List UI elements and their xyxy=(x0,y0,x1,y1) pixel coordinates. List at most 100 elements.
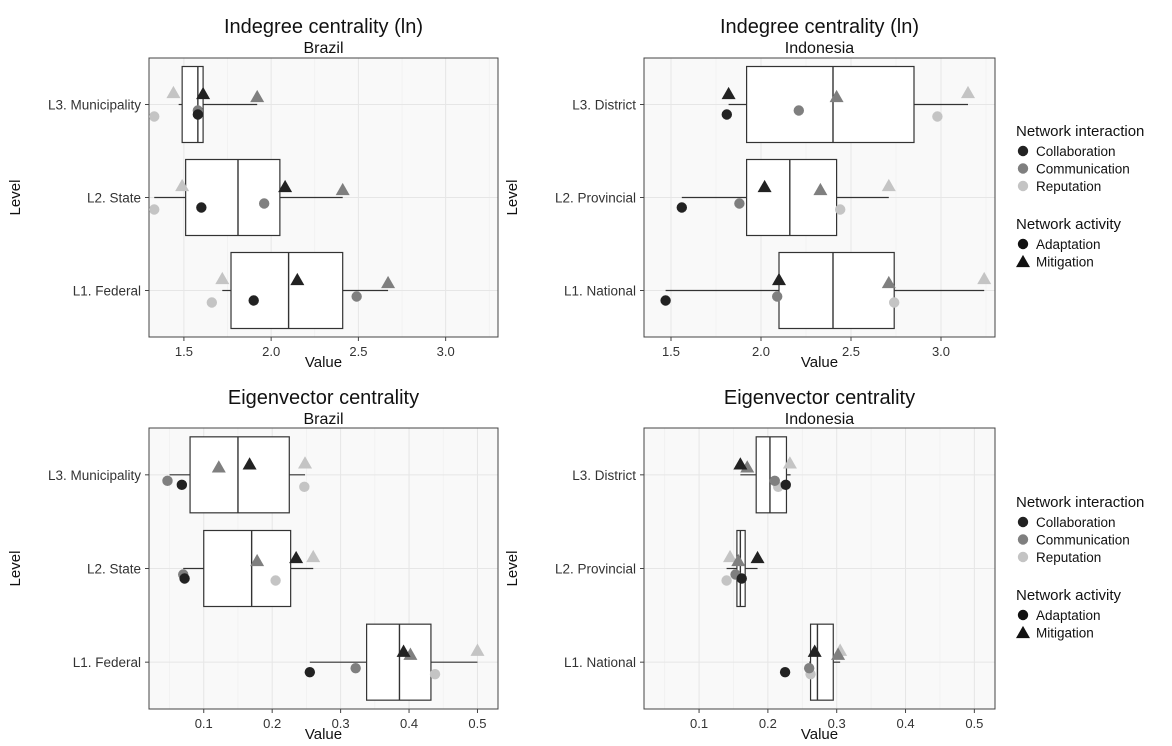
chart-title: Indegree centrality (ln) xyxy=(720,16,919,38)
legend-label-mitigation: Mitigation xyxy=(1036,626,1094,641)
data-point-adaptation xyxy=(429,668,441,680)
data-point-mitigation xyxy=(772,272,786,286)
chart-subtitle: Indonesia xyxy=(785,411,854,428)
x-tick-label: 2.0 xyxy=(752,344,770,359)
data-point-mitigation xyxy=(961,85,975,99)
data-point-adaptation xyxy=(780,479,791,491)
data-point-adaptation xyxy=(176,479,188,491)
y-tick-label: L1. Federal xyxy=(73,284,141,299)
x-tick-label: 0.5 xyxy=(965,716,983,731)
legend-key-adaptation xyxy=(1017,609,1029,621)
x-axis-title: Value xyxy=(801,726,838,743)
data-point-mitigation xyxy=(731,553,746,567)
y-tick-label: L2. State xyxy=(87,562,141,577)
box-3 xyxy=(809,623,841,701)
y-axis-title: Level xyxy=(504,180,521,216)
box-2 xyxy=(726,529,758,608)
data-point-adaptation xyxy=(721,575,732,586)
data-point-mitigation xyxy=(381,275,396,289)
legend-title-activity: Network activity xyxy=(1016,216,1122,233)
legend-key-mitigation xyxy=(1016,625,1030,639)
y-tick-label: L3. District xyxy=(572,98,636,113)
box-iqr xyxy=(189,436,290,514)
legend-title-interaction: Network interaction xyxy=(1016,494,1144,511)
legend-label-collaboration: Collaboration xyxy=(1036,144,1116,159)
legend-label-adaptation: Adaptation xyxy=(1036,237,1101,252)
x-axis-title: Value xyxy=(305,726,342,743)
box-3 xyxy=(665,251,985,330)
data-point-adaptation xyxy=(835,204,846,215)
box-1 xyxy=(169,436,306,514)
box-iqr xyxy=(181,65,204,144)
chart-panel-4: 0.1 0.2 0.3 0.4 0.5 L3. District L2. Provincia… xyxy=(504,387,996,743)
data-point-adaptation xyxy=(676,202,687,213)
legend-label-mitigation: Mitigation xyxy=(1036,255,1094,270)
data-point-mitigation xyxy=(723,549,738,563)
box-iqr xyxy=(755,436,788,514)
box-2 xyxy=(681,158,889,237)
data-point-mitigation xyxy=(733,457,748,470)
legend-key-mitigation xyxy=(1016,254,1030,268)
data-point-adaptation xyxy=(736,573,747,584)
x-tick-label: 1.5 xyxy=(662,344,680,359)
x-axis-title: Value xyxy=(801,354,838,371)
y-tick-label: L3. Municipality xyxy=(48,98,141,113)
data-point-adaptation xyxy=(803,662,815,674)
legend-label-collaboration: Collaboration xyxy=(1036,515,1116,530)
y-tick-label: L2. Provincial xyxy=(555,562,636,577)
data-point-adaptation xyxy=(206,297,218,308)
data-point-adaptation xyxy=(179,573,190,584)
x-tick-label: 0.3 xyxy=(332,716,350,731)
data-point-adaptation xyxy=(248,295,259,306)
box-1 xyxy=(728,65,968,144)
data-point-mitigation xyxy=(757,179,772,193)
x-tick-label: 2.5 xyxy=(349,344,367,359)
data-point-mitigation xyxy=(215,271,230,285)
data-point-mitigation xyxy=(166,85,181,99)
x-tick-label: 2.5 xyxy=(842,344,860,359)
x-tick-label: 3.0 xyxy=(437,344,455,359)
data-point-mitigation xyxy=(290,272,305,286)
data-point-adaptation xyxy=(660,295,671,306)
y-axis-title: Level xyxy=(504,551,521,587)
legend-label-adaptation: Adaptation xyxy=(1036,608,1101,623)
box-iqr xyxy=(203,529,292,608)
x-tick-label: 0.5 xyxy=(468,716,486,731)
legend-key-collaboration xyxy=(1017,516,1029,528)
legend-key-adaptation xyxy=(1017,238,1029,250)
chart-panel-2: 1.5 2.0 2.5 3.0 L3. District L2. Provincial L1… xyxy=(504,16,996,371)
y-axis-title: Level xyxy=(7,180,24,216)
box-3 xyxy=(222,251,389,330)
data-point-adaptation xyxy=(932,111,943,122)
y-tick-label: L1. Federal xyxy=(73,655,141,670)
data-point-mitigation xyxy=(807,644,822,657)
chart-subtitle: Indonesia xyxy=(785,40,854,57)
legend-key-communication xyxy=(1017,534,1029,545)
chart-title: Eigenvector centrality xyxy=(228,387,419,409)
chart-subtitle: Brazil xyxy=(303,40,343,57)
data-point-adaptation xyxy=(149,204,160,215)
legend-label-communication: Communication xyxy=(1036,533,1130,548)
box-iqr xyxy=(185,158,281,237)
box-3 xyxy=(309,623,478,701)
box-1 xyxy=(740,436,791,514)
chart-title: Eigenvector centrality xyxy=(724,387,915,409)
legend-key-collaboration xyxy=(1017,145,1029,157)
box-iqr xyxy=(778,251,895,330)
data-point-mitigation xyxy=(881,275,896,289)
data-point-mitigation xyxy=(831,647,846,660)
chart-panel-3: 0.1 0.2 0.3 0.4 0.5 L3. Municipality L2. State… xyxy=(7,387,499,743)
box-iqr xyxy=(745,158,838,237)
data-point-mitigation xyxy=(881,178,896,192)
y-tick-label: L2. Provincial xyxy=(555,191,636,206)
data-point-mitigation xyxy=(250,89,265,103)
data-point-adaptation xyxy=(196,202,207,213)
legend-key-communication xyxy=(1017,163,1029,174)
y-tick-label: L1. National xyxy=(564,655,636,670)
data-point-mitigation xyxy=(306,549,321,563)
data-point-adaptation xyxy=(258,198,270,209)
data-point-mitigation xyxy=(289,550,304,564)
box-1 xyxy=(178,65,258,144)
data-point-mitigation xyxy=(278,179,293,193)
